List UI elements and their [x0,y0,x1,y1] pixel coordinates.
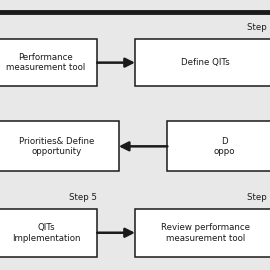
Text: Performance
measurement tool: Performance measurement tool [6,53,86,72]
Text: Step 6: Step 6 [247,194,270,202]
Bar [0,39,97,86]
Text: D
oppo: D oppo [213,137,235,156]
Text: Define QITs: Define QITs [181,58,230,67]
Text: Step 5: Step 5 [69,194,97,202]
Text: Review performance
measurement tool: Review performance measurement tool [161,223,250,242]
Bar [135,39,270,86]
Text: Step 2: Step 2 [247,23,270,32]
Bar [135,209,270,256]
Text: Priorities& Define
opportunity: Priorities& Define opportunity [19,137,94,156]
Text: QITs
Implementation: QITs Implementation [12,223,80,242]
Bar [167,122,270,171]
Bar [0,122,119,171]
Bar [0,209,97,256]
